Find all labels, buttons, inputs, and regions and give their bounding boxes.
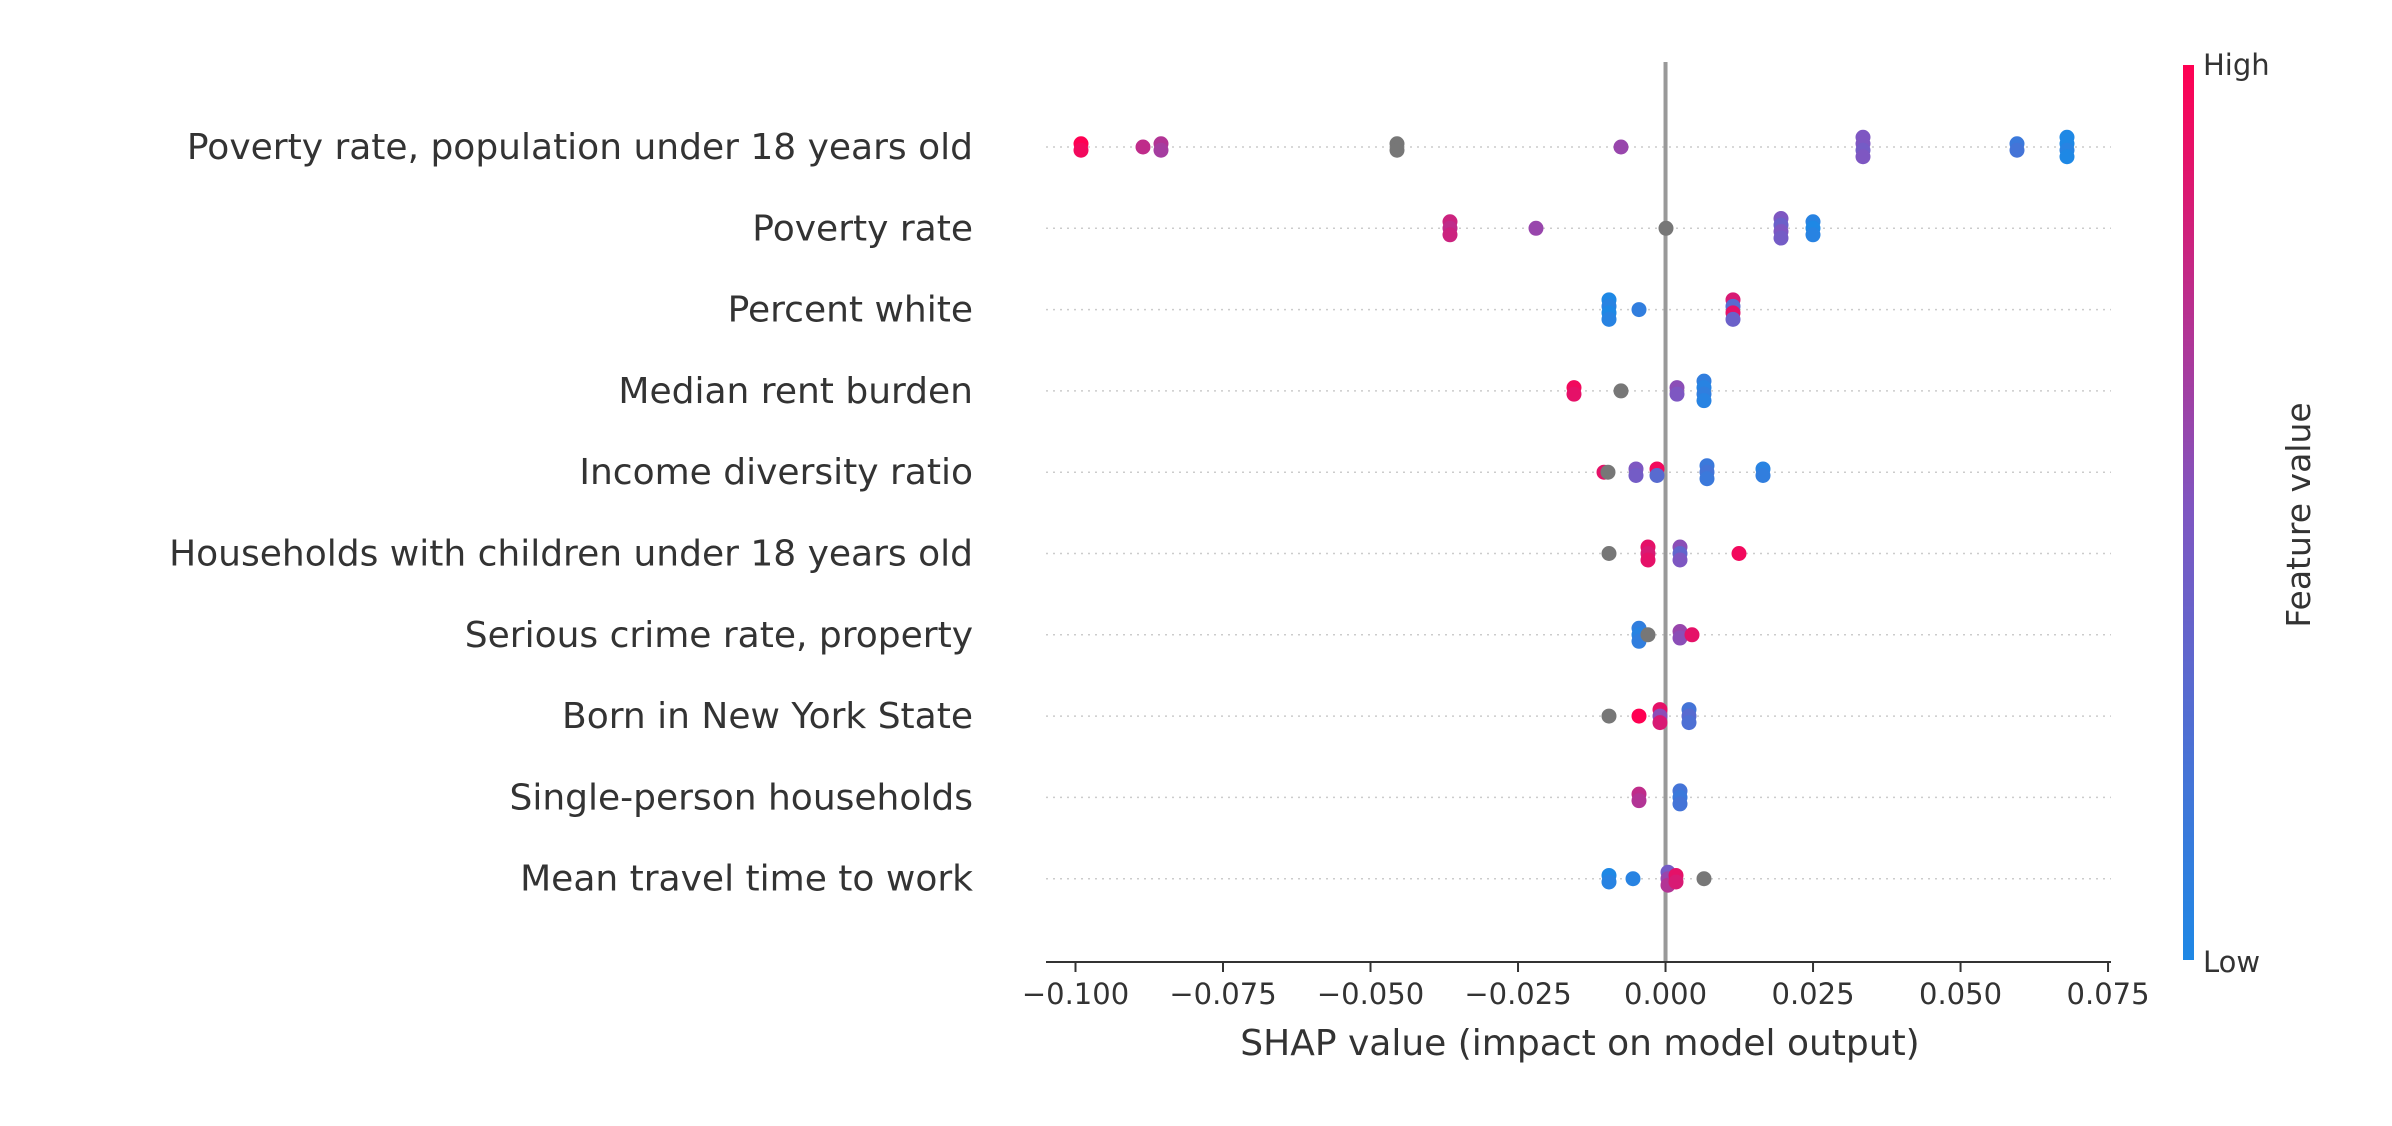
shap-point — [1631, 793, 1647, 809]
x-tick-label: −0.025 — [1464, 977, 1571, 1011]
shap-point — [1658, 220, 1674, 236]
x-tick-label: 0.050 — [1919, 977, 2002, 1011]
shap-points — [1073, 129, 2075, 893]
feature-label: Serious crime rate, property — [465, 615, 973, 656]
feature-label: Single-person households — [509, 777, 973, 818]
x-tick-label: −0.050 — [1317, 977, 1424, 1011]
feature-label: Poverty rate — [752, 208, 973, 249]
x-tick-label: 0.000 — [1624, 977, 1707, 1011]
feature-label: Median rent burden — [618, 371, 973, 412]
shap-point — [1613, 139, 1629, 155]
shap-point — [1699, 471, 1715, 487]
shap-point — [1601, 708, 1617, 724]
shap-point — [1672, 630, 1688, 646]
x-axis-title: SHAP value (impact on model output) — [1240, 1023, 1919, 1064]
shap-point — [1672, 552, 1688, 568]
feature-label: Mean travel time to work — [520, 859, 973, 900]
shap-point — [1631, 302, 1647, 318]
shap-point — [2059, 149, 2075, 165]
colorbar-low-label: Low — [2203, 945, 2260, 979]
shap-point — [1613, 383, 1629, 399]
shap-point — [1566, 386, 1582, 402]
row-guides — [1046, 146, 2111, 880]
shap-point — [1805, 227, 1821, 243]
shap-point — [1640, 552, 1656, 568]
shap-point — [1073, 142, 1089, 158]
feature-label: Households with children under 18 years … — [169, 534, 973, 575]
x-tick-label: −0.075 — [1169, 977, 1276, 1011]
shap-point — [1601, 546, 1617, 561]
shap-point — [2009, 142, 2025, 158]
x-tick-label: 0.075 — [2067, 977, 2150, 1011]
shap-point — [1696, 393, 1712, 409]
shap-point — [1672, 796, 1688, 812]
shap-point — [1442, 227, 1458, 243]
x-tick-label: 0.025 — [1772, 977, 1855, 1011]
shap-point — [1855, 149, 1871, 165]
shap-point — [1625, 871, 1641, 887]
shap-point — [1652, 715, 1668, 731]
shap-point — [1696, 871, 1712, 887]
shap-point — [1731, 546, 1747, 561]
shap-point — [1631, 708, 1647, 724]
feature-label: Born in New York State — [562, 696, 973, 737]
shap-point — [1389, 142, 1405, 158]
shap-point — [1684, 627, 1700, 643]
feature-label: Income diversity ratio — [579, 452, 973, 493]
shap-point — [1668, 874, 1684, 890]
colorbar-high-label: High — [2203, 48, 2270, 82]
shap-point — [1601, 311, 1617, 327]
shap-point — [1628, 467, 1644, 483]
x-tick-label: −0.100 — [1022, 977, 1129, 1011]
shap-point — [1640, 627, 1656, 643]
feature-label: Percent white — [728, 290, 973, 331]
colorbar-title: Feature value — [2279, 402, 2318, 627]
shap-point — [1681, 715, 1697, 731]
shap-point — [1528, 220, 1544, 236]
feature-labels: Poverty rate, population under 18 years … — [169, 127, 973, 900]
colorbar-gradient — [2183, 65, 2194, 960]
shap-point — [1153, 142, 1169, 158]
shap-point — [1773, 230, 1789, 246]
shap-point — [1755, 467, 1771, 483]
x-axis: −0.100 −0.075 −0.050 −0.025 0.000 0.025 0.050 0… — [1022, 961, 2150, 1011]
shap-point — [1725, 311, 1741, 327]
shap-point — [1649, 467, 1665, 483]
shap-point — [1601, 874, 1617, 890]
feature-label: Poverty rate, population under 18 years … — [187, 127, 973, 168]
shap-point — [1135, 139, 1151, 155]
shap-point — [1669, 386, 1685, 402]
shap-point — [1600, 464, 1616, 480]
colorbar: High Low Feature value — [2183, 48, 2318, 979]
